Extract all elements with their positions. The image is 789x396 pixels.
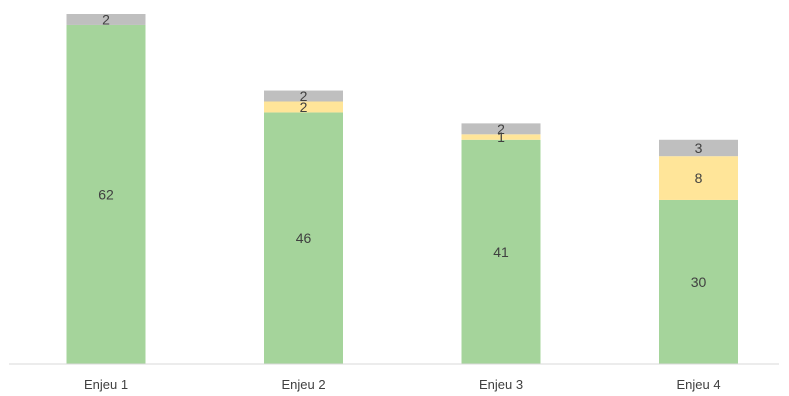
- data-label: 2: [497, 121, 505, 137]
- bars-layer: [66, 14, 738, 364]
- category-labels-layer: Enjeu 1 Enjeu 2 Enjeu 3 Enjeu 4: [84, 377, 721, 392]
- data-label: 8: [695, 170, 703, 186]
- bar-segment: [66, 24, 146, 364]
- bar-segment: [461, 134, 541, 140]
- bar-segment: [264, 101, 343, 113]
- bar-segment: [264, 112, 343, 364]
- bar-segment: [659, 156, 738, 200]
- x-tick-label: Enjeu 2: [281, 377, 325, 392]
- data-label: 3: [695, 140, 703, 156]
- bar-segment: [264, 90, 343, 102]
- bar-segment: [461, 139, 541, 364]
- data-label: 62: [98, 186, 114, 202]
- data-label: 41: [493, 244, 509, 260]
- data-label: 1: [497, 129, 505, 145]
- bar-segment: [461, 123, 541, 135]
- data-label: 30: [691, 274, 707, 290]
- data-label: 46: [296, 230, 312, 246]
- x-tick-label: Enjeu 4: [676, 377, 720, 392]
- x-tick-label: Enjeu 3: [479, 377, 523, 392]
- bar-segment: [659, 199, 738, 364]
- x-tick-label: Enjeu 1: [84, 377, 128, 392]
- data-label: 2: [102, 11, 110, 27]
- bar-segment: [659, 139, 738, 157]
- data-label: 2: [300, 88, 308, 104]
- bar-segment: [66, 14, 146, 25]
- data-label: 2: [300, 99, 308, 115]
